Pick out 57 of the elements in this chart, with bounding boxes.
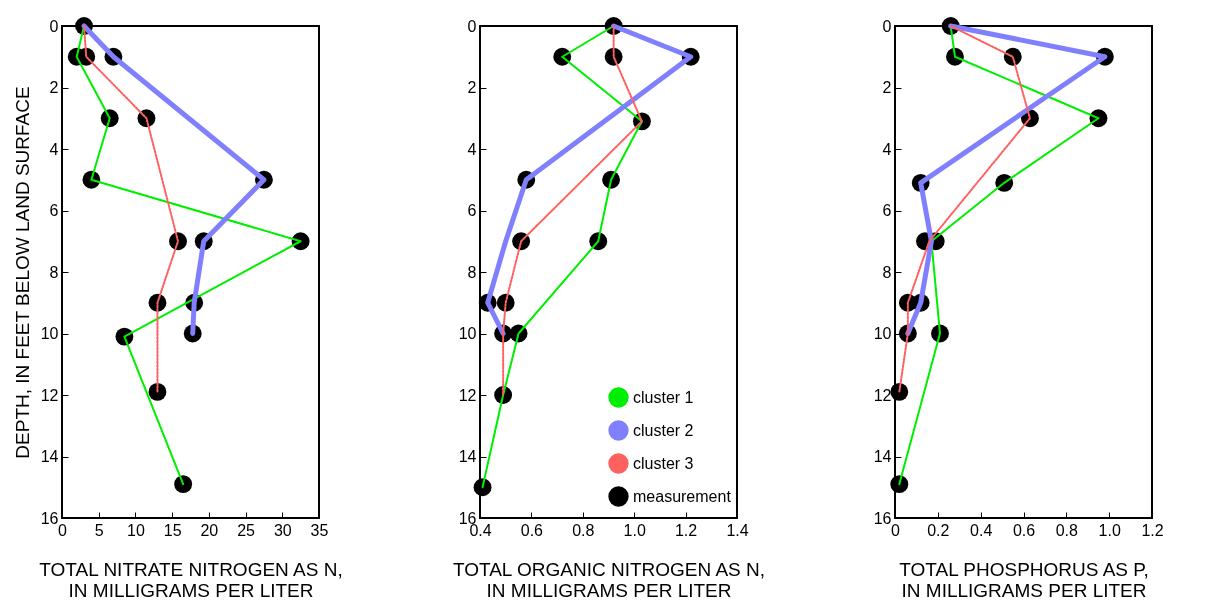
x-tick-label: 0.4 xyxy=(970,521,993,539)
x-tick-label: 5 xyxy=(94,521,104,539)
y-tick-label: 10 xyxy=(40,325,59,342)
x-tick-label: 25 xyxy=(237,521,256,539)
x-tick-label: 0.6 xyxy=(1012,521,1036,539)
y-tick-label: 14 xyxy=(873,448,892,465)
point xyxy=(148,383,167,401)
legend-label: cluster 1 xyxy=(633,388,694,406)
x-tick-label: 0.2 xyxy=(927,521,950,539)
legend-label: cluster 3 xyxy=(633,454,694,472)
x-tick-label: 10 xyxy=(127,521,145,539)
y-tick-label: 14 xyxy=(40,448,59,465)
x-tick-label: 1.4 xyxy=(726,521,749,539)
y-tick-label: 0 xyxy=(467,17,477,35)
point xyxy=(890,383,909,401)
y-tick-label: 10 xyxy=(873,325,892,342)
y-tick-label: 0 xyxy=(49,17,59,35)
point xyxy=(890,475,909,494)
x-axis-title: TOTAL ORGANIC NITROGEN AS N, IN MILLIGRAMS PER LITER xyxy=(452,558,766,601)
y-tick-label: 0 xyxy=(882,17,892,35)
y-tick-label: 12 xyxy=(40,386,59,404)
point xyxy=(174,475,193,494)
y-tick-label: 8 xyxy=(882,263,892,281)
y-axis-title: DEPTH, IN FEET BELOW LAND SURFACE xyxy=(11,86,33,459)
x-tick-label: 0.8 xyxy=(1055,521,1079,539)
x-axis-title: TOTAL PHOSPHORUS AS P, IN MILLIGRAMS PER LITER xyxy=(899,558,1149,601)
y-tick-label: 8 xyxy=(467,263,477,281)
x-tick-label: 0.8 xyxy=(572,521,595,539)
x-tick-label: 1.0 xyxy=(623,521,646,539)
y-tick-label: 2 xyxy=(467,79,477,96)
y-tick-label: 6 xyxy=(467,202,477,219)
point xyxy=(473,478,492,497)
y-tick-label: 6 xyxy=(49,202,59,219)
y-tick-label: 10 xyxy=(458,325,477,342)
x-tick-label: 35 xyxy=(310,521,329,539)
y-tick-label: 16 xyxy=(873,509,892,527)
legend-label: cluster 2 xyxy=(633,421,694,439)
y-tick-label: 12 xyxy=(873,386,892,404)
x-tick-label: 15 xyxy=(163,521,182,539)
y-tick-label: 2 xyxy=(882,79,892,96)
y-tick-label: 14 xyxy=(458,448,477,465)
x-tick-label: 0.6 xyxy=(520,521,544,539)
y-tick-label: 4 xyxy=(467,140,477,158)
legend-label: measurement xyxy=(633,487,732,505)
x-tick-label: 30 xyxy=(273,521,292,539)
x-tick-label: 1.2 xyxy=(1141,521,1164,539)
x-axis-title: TOTAL NITRATE NITROGEN AS N, IN MILLIGRAMS PER LITER xyxy=(39,558,343,601)
y-tick-label: 4 xyxy=(49,140,59,158)
x-tick-label: 1.2 xyxy=(674,521,698,539)
x-tick-label: 20 xyxy=(200,521,219,539)
y-tick-label: 8 xyxy=(49,263,59,281)
y-tick-label: 16 xyxy=(40,509,59,527)
x-tick-label: 1.0 xyxy=(1098,521,1121,539)
y-tick-label: 12 xyxy=(458,386,477,404)
y-tick-label: 4 xyxy=(882,140,892,158)
y-tick-label: 2 xyxy=(49,79,59,96)
y-tick-label: 6 xyxy=(882,202,892,219)
